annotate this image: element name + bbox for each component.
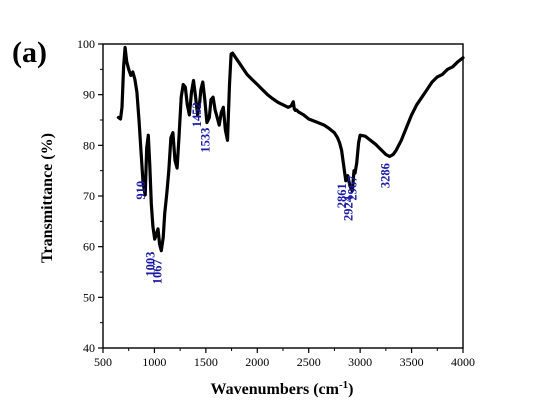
x-tick-label-3500: 3500	[400, 355, 424, 369]
peak-label-2861: 2861	[335, 183, 349, 208]
peak-label-1452: 1452	[190, 102, 204, 127]
peak-label-1067: 1067	[150, 259, 164, 284]
x-axis-title: Wavenumbers (cm-1)	[211, 379, 354, 398]
x-tick-label-1500: 1500	[194, 355, 218, 369]
y-tick-label-50: 50	[83, 290, 95, 304]
peak-label-1533: 1533	[198, 128, 212, 153]
peak-label-910: 910	[134, 181, 148, 200]
x-tick-label-2000: 2000	[245, 355, 269, 369]
y-tick-label-100: 100	[77, 37, 95, 51]
x-tick-label-3000: 3000	[348, 355, 372, 369]
y-tick-label-60: 60	[83, 240, 95, 254]
x-axis-title-main: Wavenumbers (cm	[211, 381, 340, 398]
x-tick-label-2500: 2500	[297, 355, 321, 369]
y-tick-label-70: 70	[83, 189, 95, 203]
x-axis-title-end: )	[348, 381, 353, 398]
y-axis-title: Transmittance (%)	[39, 133, 56, 263]
x-tick-label-4000: 4000	[451, 355, 475, 369]
transmittance-series-line	[116, 45, 465, 253]
peak-label-3286: 3286	[379, 163, 393, 188]
peak-label-2967: 2967	[346, 176, 360, 201]
x-tick-label-1000: 1000	[142, 355, 166, 369]
tick-labels: 500 1000 1500 2000 2500 3000 3500 4000 40 50 60 70 8…	[77, 37, 475, 369]
x-axis-title-superscript: -1	[339, 379, 348, 391]
peak-label-2924: 2924	[341, 195, 355, 221]
peak-label-1003: 1003	[144, 252, 158, 277]
panel-label: (a)	[12, 36, 47, 69]
plot-frame	[102, 43, 464, 349]
axis-ticks	[98, 43, 464, 353]
y-tick-label-90: 90	[83, 88, 95, 102]
x-tick-label-500: 500	[94, 355, 112, 369]
y-tick-label-80: 80	[83, 138, 95, 152]
y-tick-label-40: 40	[83, 341, 95, 355]
